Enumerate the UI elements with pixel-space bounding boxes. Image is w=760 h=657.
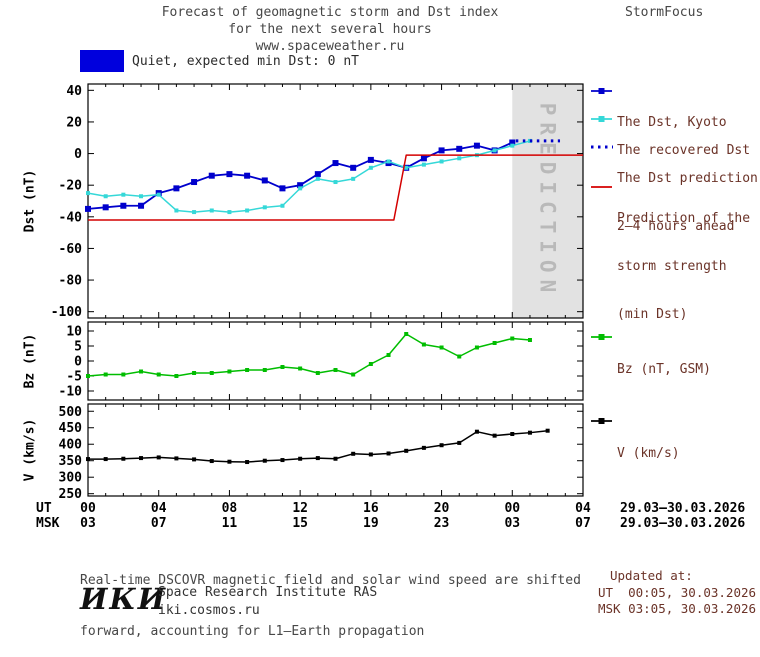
ut-tick-label: 04 — [575, 501, 591, 516]
msk-tick-label: 07 — [151, 516, 167, 531]
legend-recovered-dst-text: The recovered Dst — [617, 143, 751, 158]
institute-block: Space Research Institute RAS iki.cosmos.… — [158, 584, 377, 620]
iki-logo: ИКИ — [80, 582, 168, 616]
series-v — [86, 428, 550, 465]
series-dst-kyoto — [85, 139, 516, 212]
ut-date-range: 29.03–30.03.2026 — [620, 501, 746, 516]
bz-axis-label: Bz (nT) — [22, 333, 38, 389]
svg-text:350: 350 — [59, 454, 83, 469]
svg-text:-20: -20 — [59, 179, 83, 194]
updated-at-label: Updated at: — [610, 568, 693, 583]
svg-text:-10: -10 — [59, 385, 83, 400]
prediction-band — [512, 84, 583, 318]
series-storm-strength — [88, 154, 583, 221]
msk-date-range: 29.03–30.03.2026 — [620, 516, 746, 531]
svg-text:0: 0 — [74, 355, 82, 370]
institute-name: Space Research Institute RAS — [158, 585, 378, 600]
dst-axis-label: Dst (nT) — [22, 169, 38, 233]
svg-text:40: 40 — [66, 84, 82, 99]
svg-text:300: 300 — [59, 471, 83, 486]
svg-text:0: 0 — [74, 147, 82, 162]
v-axis-label: V (km/s) — [22, 418, 38, 482]
msk-tick-label: 03 — [504, 516, 520, 531]
legend-v: V (km/s) — [617, 414, 680, 478]
svg-text:-100: -100 — [51, 305, 82, 320]
legend-dst-prediction: The Dst prediction 2–4 hours ahead — [617, 139, 758, 251]
updated-msk: MSK 03:05, 30.03.2026 — [598, 601, 757, 616]
title-line-1: Forecast of geomagnetic storm and Dst in… — [161, 5, 499, 20]
legend-dst-kyoto-text: The Dst, Kyoto — [617, 115, 727, 130]
legend-storm-strength-line1: Prediction of the — [617, 211, 751, 226]
legend-dst-prediction-line2: 2–4 hours ahead — [617, 219, 735, 234]
legend-dst-prediction-line1: The Dst prediction — [617, 171, 758, 186]
msk-tick-label: 03 — [80, 516, 96, 531]
ut-row-label: UT — [36, 501, 52, 516]
quiet-level-swatch — [80, 50, 124, 72]
msk-tick-label: 15 — [292, 516, 308, 531]
series-bz — [86, 332, 532, 378]
svg-text:20: 20 — [66, 115, 82, 130]
institute-site: iki.cosmos.ru — [158, 603, 260, 618]
svg-text:-60: -60 — [59, 242, 83, 257]
title-line-2: for the next several hours — [228, 22, 432, 37]
brand-stormfocus: StormFocus — [625, 5, 704, 20]
updated-ut: UT 00:05, 30.03.2026 — [598, 585, 757, 600]
svg-text:-5: -5 — [66, 370, 82, 385]
msk-tick-label: 11 — [222, 516, 238, 531]
svg-text:-40: -40 — [59, 210, 83, 225]
svg-text:450: 450 — [59, 421, 83, 436]
svg-text:400: 400 — [59, 438, 83, 453]
legend-bz-text: Bz (nT, GSM) — [617, 362, 711, 377]
propagation-note-line2: forward, accounting for L1–Earth propaga… — [80, 624, 425, 639]
panel-0: PREDICTION 40 20 0 -20 -40 -60 -80 -100 — [51, 83, 584, 320]
propagation-note-line1: Real-time DSCOVR magnetic field and sola… — [80, 573, 581, 588]
legend-bz: Bz (nT, GSM) — [617, 330, 711, 394]
chart-canvas: PREDICTION40200-20-40-60-80-1001050-5-10… — [51, 83, 613, 531]
ut-tick-label: 04 — [151, 501, 167, 516]
ut-tick-label: 12 — [292, 501, 308, 516]
ut-tick-label: 16 — [363, 501, 379, 516]
msk-row-label: MSK — [36, 516, 60, 531]
svg-text:10: 10 — [66, 325, 82, 340]
legend-v-text: V (km/s) — [617, 446, 680, 461]
svg-text:-80: -80 — [59, 274, 83, 289]
spaceweather-url: www.spaceweather.ru — [255, 39, 405, 54]
svg-text:250: 250 — [59, 487, 83, 502]
legend-dst-kyoto: The Dst, Kyoto — [617, 83, 727, 147]
ut-tick-label: 00 — [80, 501, 96, 516]
msk-tick-label: 07 — [575, 516, 591, 531]
svg-text:500: 500 — [59, 405, 83, 420]
legend-recovered-dst: The recovered Dst — [617, 111, 750, 175]
ut-tick-label: 20 — [434, 501, 450, 516]
legend-storm-strength: Prediction of the storm strength (min Ds… — [617, 179, 750, 339]
svg-text:5: 5 — [74, 340, 82, 355]
page-title: Forecast of geomagnetic storm and Dst in… — [60, 4, 600, 55]
msk-tick-label: 19 — [363, 516, 379, 531]
ut-tick-label: 08 — [222, 501, 238, 516]
series-recovered-dst — [86, 138, 532, 215]
legend-storm-strength-line2: storm strength — [617, 259, 727, 274]
quiet-level-label: Quiet, expected min Dst: 0 nT — [132, 54, 359, 69]
ut-tick-label: 00 — [504, 501, 520, 516]
prediction-band-label: PREDICTION — [536, 103, 560, 299]
legend-storm-strength-line3: (min Dst) — [617, 307, 688, 322]
msk-tick-label: 23 — [434, 516, 450, 531]
storm-forecast-page: { "header": { "title_line1": "Forecast o… — [22, 4, 758, 639]
